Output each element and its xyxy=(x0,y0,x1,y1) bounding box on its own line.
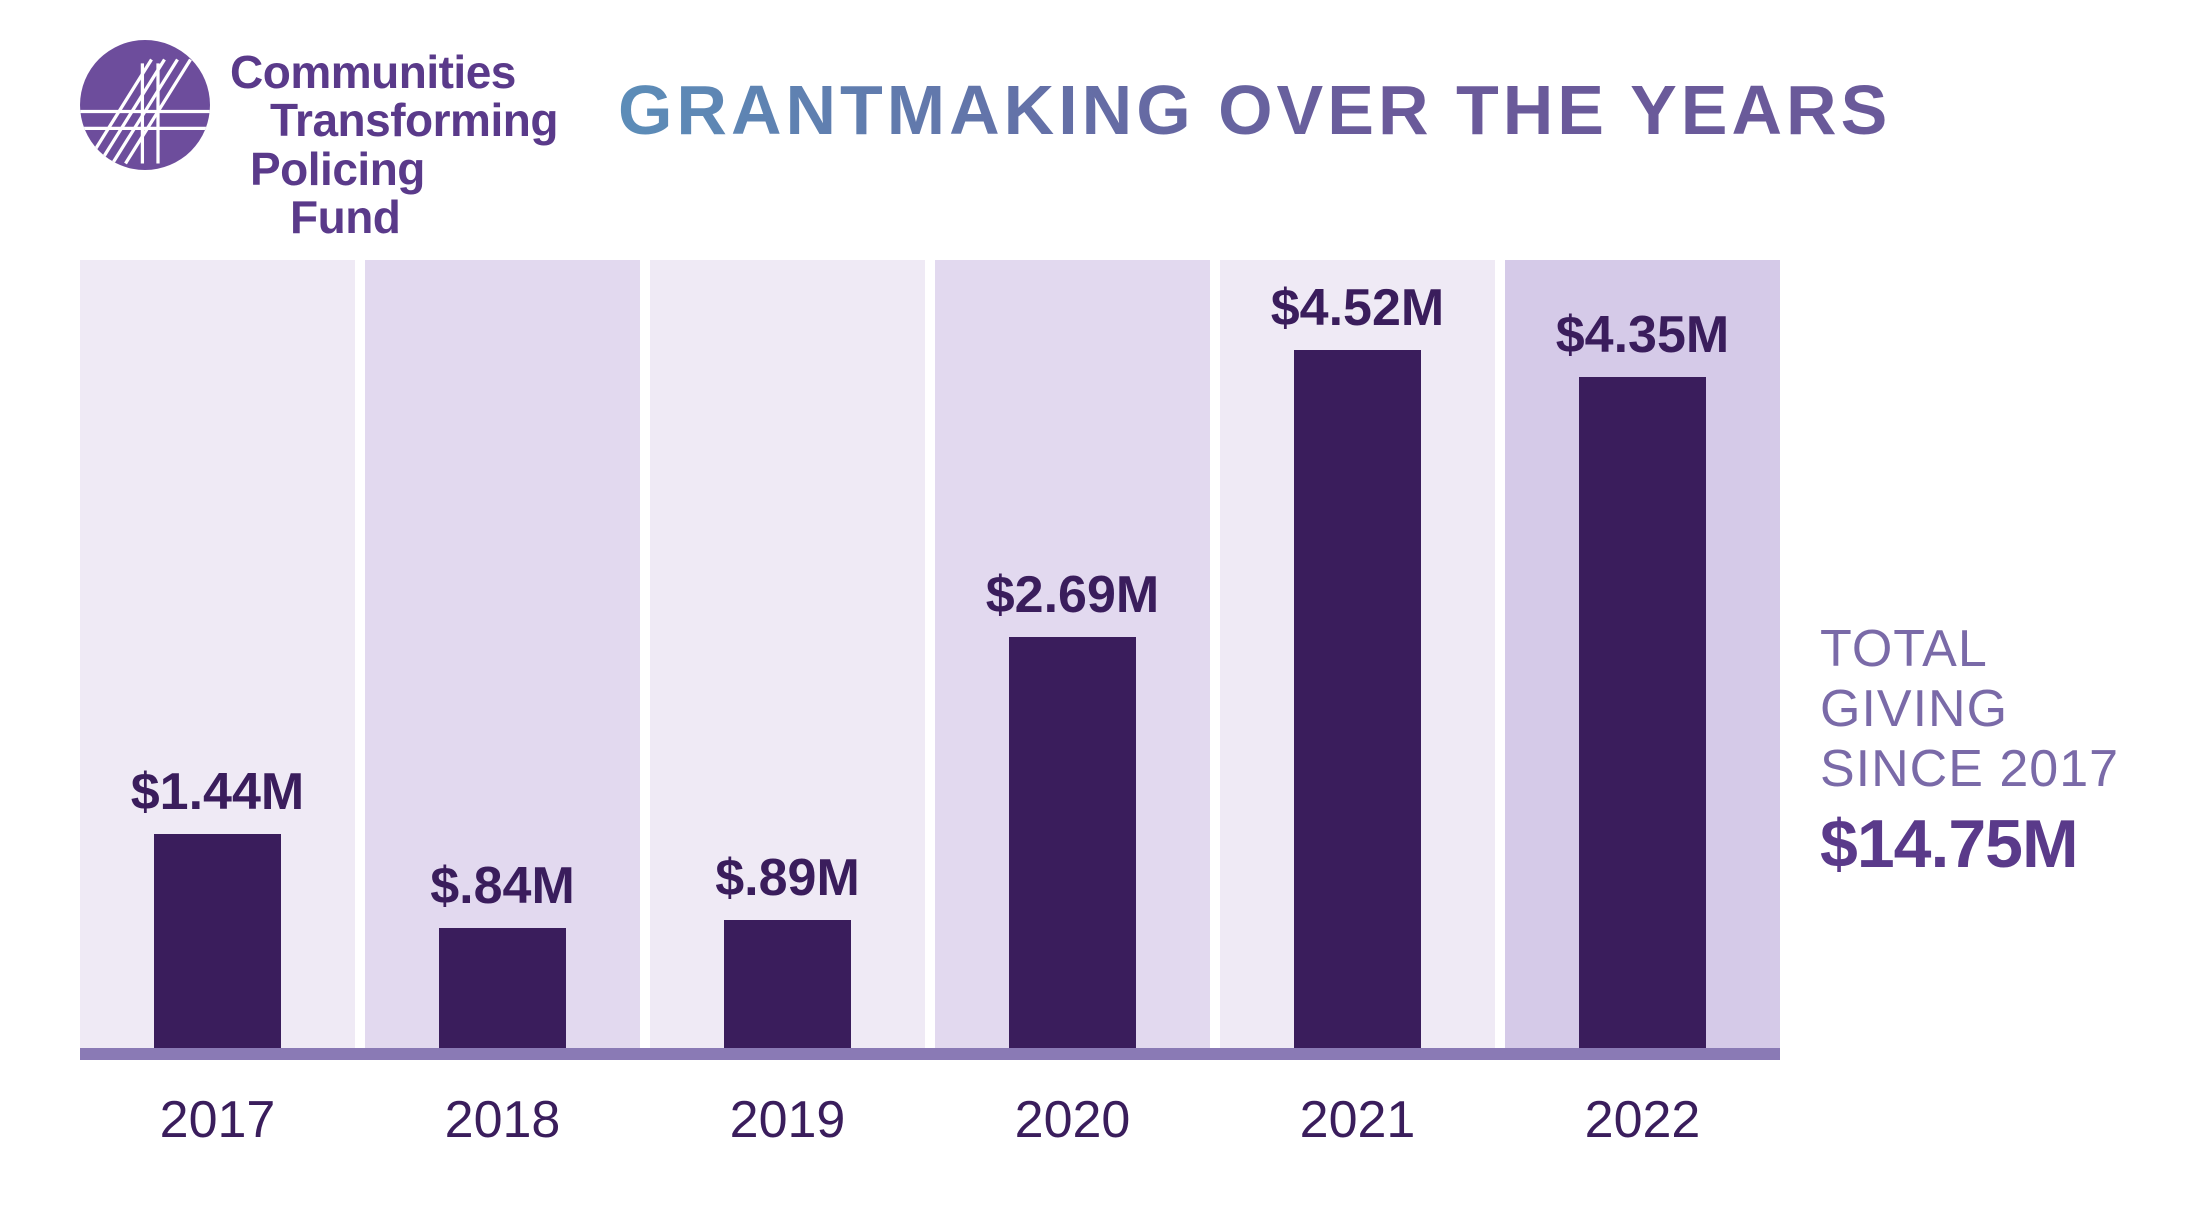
x-axis-label: 2019 xyxy=(650,1070,925,1150)
bar-value-label: $4.35M xyxy=(1556,305,1729,365)
bar-value-label: $2.69M xyxy=(986,565,1159,625)
bar-value-label: $4.52M xyxy=(1271,278,1444,338)
chart-column: $4.35M xyxy=(1505,260,1780,1060)
x-axis-label: 2018 xyxy=(365,1070,640,1150)
bar xyxy=(1294,350,1421,1060)
bar xyxy=(724,920,851,1060)
bar-chart: $1.44M $.84M $.89M $2.69M $4.52M $4.35M xyxy=(80,260,1780,1060)
chart-column: $.84M xyxy=(365,260,640,1060)
bar xyxy=(1579,377,1706,1060)
total-giving: TOTAL GIVING SINCE 2017 $14.75M xyxy=(1820,620,2119,883)
bar-value-label: $1.44M xyxy=(131,762,304,822)
logo-text: Communities Transforming Policing Fund xyxy=(230,40,558,241)
logo-line-4: Fund xyxy=(230,193,558,241)
chart-column: $.89M xyxy=(650,260,925,1060)
logo-icon xyxy=(80,40,210,170)
total-label: TOTAL GIVING SINCE 2017 xyxy=(1820,620,2119,799)
logo: Communities Transforming Policing Fund xyxy=(80,40,558,241)
chart-column: $1.44M xyxy=(80,260,355,1060)
logo-line-1: Communities xyxy=(230,48,558,96)
x-axis-label: 2022 xyxy=(1505,1070,1780,1150)
logo-line-3: Policing xyxy=(230,145,558,193)
total-value: $14.75M xyxy=(1820,805,2119,883)
chart-baseline xyxy=(80,1048,1780,1060)
bar-value-label: $.89M xyxy=(715,848,860,908)
x-axis-label: 2021 xyxy=(1220,1070,1495,1150)
bar xyxy=(154,834,281,1060)
chart-column: $4.52M xyxy=(1220,260,1495,1060)
page-title: GRANTMAKING OVER THE YEARS xyxy=(618,40,1891,150)
x-axis: 201720182019202020212022 xyxy=(80,1070,1780,1150)
x-axis-label: 2017 xyxy=(80,1070,355,1150)
chart-column: $2.69M xyxy=(935,260,1210,1060)
x-axis-label: 2020 xyxy=(935,1070,1210,1150)
bar-value-label: $.84M xyxy=(430,856,575,916)
header: Communities Transforming Policing Fund G… xyxy=(0,0,2212,261)
bar xyxy=(1009,637,1136,1060)
bar xyxy=(439,928,566,1060)
logo-line-2: Transforming xyxy=(230,96,558,144)
